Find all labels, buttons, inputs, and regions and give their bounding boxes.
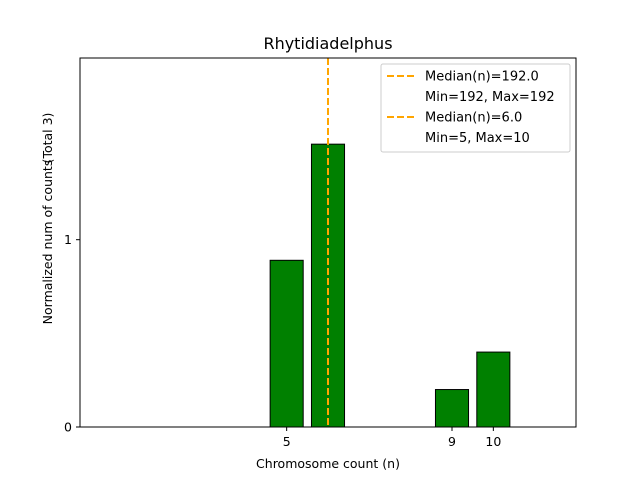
x-axis-label: Chromosome count (n) [256,456,400,471]
y-ticks-layer: 01 [64,232,80,435]
x-ticks-layer: 5 9 10 [283,427,501,449]
y-axis-label: Normalized num of counts [40,160,55,325]
x-tick-label-2: 10 [485,434,501,449]
bar-0 [269,259,304,428]
legend-label-1: Min=192, Max=192 [425,90,555,105]
bars-layer [269,143,511,428]
chart-title: Rhytidiadelphus [263,34,392,53]
legend-label-3: Min=5, Max=10 [425,131,530,146]
legend-label-0: Median(n)=192.0 [425,70,539,85]
y-tick-label-0: 0 [64,420,72,435]
y-tick-label-1: 1 [64,232,72,247]
legend-label-2: Median(n)=6.0 [425,111,522,126]
bar-3 [476,351,511,428]
legend-box [380,63,571,153]
bar-2 [434,389,470,428]
plot-frame [79,57,577,428]
legend: Median(n)=192.0 Min=192, Max=192 Median(n)… [380,63,571,153]
x-tick-label-1: 9 [448,434,456,449]
x-tick-label-0: 5 [283,434,291,449]
y-axis-total-label: (Total 3) [40,113,55,164]
